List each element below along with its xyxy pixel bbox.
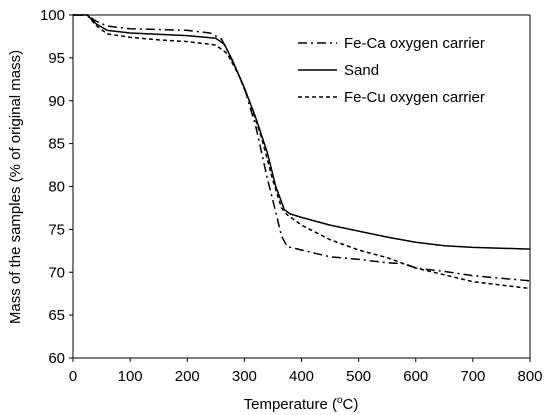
x-tick-label: 0 <box>69 368 77 385</box>
y-tick-label: 95 <box>48 50 65 67</box>
x-tick-label: 100 <box>118 368 143 385</box>
y-tick-label: 65 <box>48 307 65 324</box>
y-axis-title: Mass of the samples (% of original mass) <box>7 50 24 324</box>
legend-label: Sand <box>344 62 379 79</box>
legend-label: Fe-Ca oxygen carrier <box>344 35 485 52</box>
series-line <box>73 14 531 290</box>
x-axis-title-end: C) <box>343 396 359 413</box>
x-tick-label: 600 <box>403 368 428 385</box>
y-tick-label: 90 <box>48 93 65 110</box>
x-tick-label: 300 <box>232 368 257 385</box>
x-tick-label: 700 <box>460 368 485 385</box>
series-line <box>73 14 531 282</box>
x-axis-title-text: Temperature ( <box>244 396 337 413</box>
legend-label: Fe-Cu oxygen carrier <box>344 89 485 106</box>
y-tick-label: 85 <box>48 136 65 153</box>
x-tick-label: 400 <box>289 368 314 385</box>
x-tick-label: 200 <box>175 368 200 385</box>
x-axis-title: Temperature (oC) <box>244 395 359 413</box>
y-tick-label: 60 <box>48 350 65 367</box>
y-tick-label: 70 <box>48 264 65 281</box>
series-layer <box>73 14 531 290</box>
y-tick-label: 75 <box>48 221 65 238</box>
x-axis-title-superscript: o <box>337 395 343 406</box>
x-tick-label: 500 <box>346 368 371 385</box>
y-tick-label: 100 <box>40 7 65 24</box>
legend: Fe-Ca oxygen carrier Sand Fe-Cu oxygen car… <box>298 35 485 106</box>
plot-area: 0 100 200 300 400 500 600 700 800 60 65 70 75 80 85 90 9… <box>40 7 543 385</box>
x-tick-label: 800 <box>517 368 542 385</box>
y-tick-label: 80 <box>48 179 65 196</box>
plot-frame <box>72 14 531 359</box>
series-line <box>73 14 531 250</box>
